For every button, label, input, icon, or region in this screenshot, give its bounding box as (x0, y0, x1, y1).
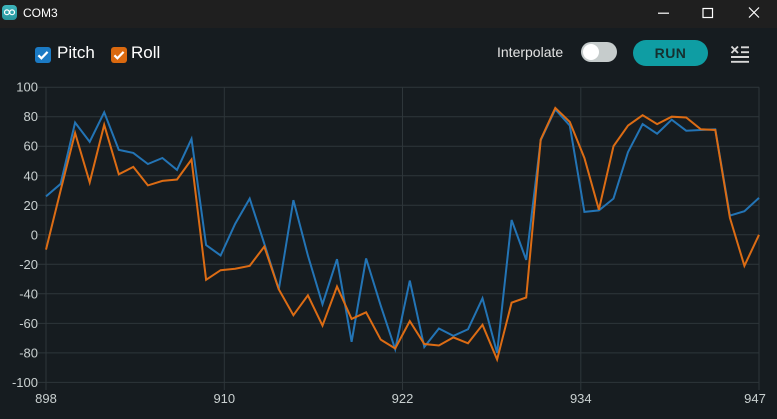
svg-text:60: 60 (24, 139, 38, 154)
svg-text:-40: -40 (19, 286, 38, 301)
svg-text:80: 80 (24, 109, 38, 124)
svg-text:0: 0 (31, 227, 38, 242)
svg-text:934: 934 (570, 391, 592, 406)
svg-text:20: 20 (24, 198, 38, 213)
svg-text:100: 100 (16, 80, 38, 95)
svg-text:-60: -60 (19, 316, 38, 331)
svg-text:910: 910 (213, 391, 235, 406)
svg-text:922: 922 (392, 391, 414, 406)
svg-text:898: 898 (35, 391, 57, 406)
svg-text:40: 40 (24, 168, 38, 183)
svg-text:947: 947 (744, 391, 766, 406)
svg-text:-100: -100 (12, 375, 38, 390)
svg-text:-80: -80 (19, 345, 38, 360)
svg-text:-20: -20 (19, 257, 38, 272)
